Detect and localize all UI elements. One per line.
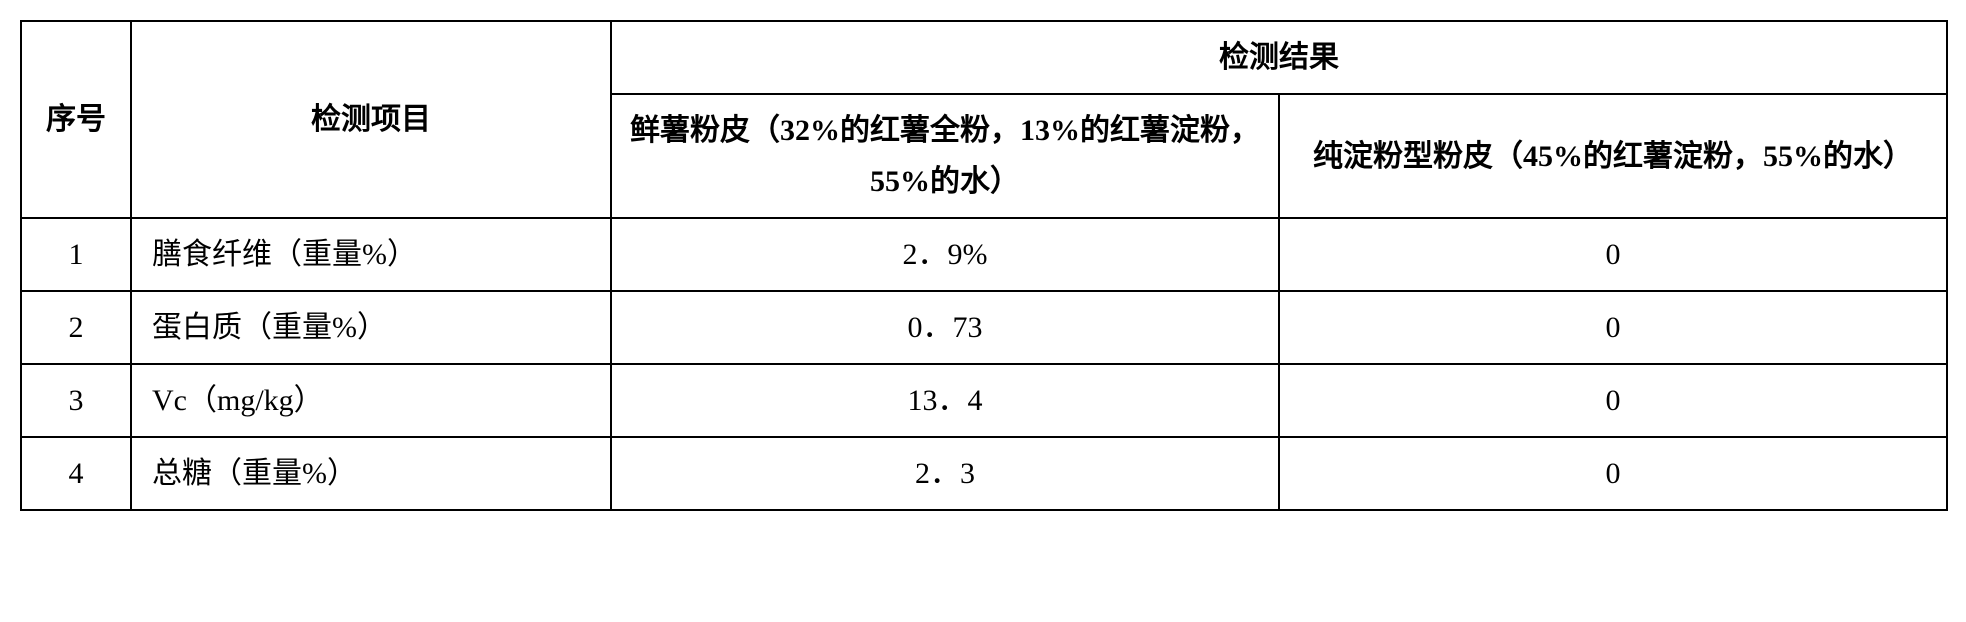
cell-item: 总糖（重量%） <box>131 437 611 510</box>
cell-r1: 13．4 <box>611 364 1279 437</box>
table-row: 3 Vc（mg/kg） 13．4 0 <box>21 364 1947 437</box>
cell-seq: 3 <box>21 364 131 437</box>
cell-seq: 2 <box>21 291 131 364</box>
table-row: 2 蛋白质（重量%） 0．73 0 <box>21 291 1947 364</box>
cell-r1: 2．3 <box>611 437 1279 510</box>
table-row: 4 总糖（重量%） 2．3 0 <box>21 437 1947 510</box>
cell-r2: 0 <box>1279 291 1947 364</box>
table-row: 1 膳食纤维（重量%） 2．9% 0 <box>21 218 1947 291</box>
cell-r1: 2．9% <box>611 218 1279 291</box>
header-seq: 序号 <box>21 21 131 218</box>
cell-seq: 1 <box>21 218 131 291</box>
header-result-group: 检测结果 <box>611 21 1947 94</box>
cell-item: 蛋白质（重量%） <box>131 291 611 364</box>
cell-r1: 0．73 <box>611 291 1279 364</box>
cell-r2: 0 <box>1279 437 1947 510</box>
header-item: 检测项目 <box>131 21 611 218</box>
cell-item: 膳食纤维（重量%） <box>131 218 611 291</box>
results-table: 序号 检测项目 检测结果 鲜薯粉皮（32%的红薯全粉，13%的红薯淀粉，55%的… <box>20 20 1948 511</box>
cell-r2: 0 <box>1279 218 1947 291</box>
cell-r2: 0 <box>1279 364 1947 437</box>
table-header-row-1: 序号 检测项目 检测结果 <box>21 21 1947 94</box>
cell-seq: 4 <box>21 437 131 510</box>
header-result-2: 纯淀粉型粉皮（45%的红薯淀粉，55%的水） <box>1279 94 1947 218</box>
cell-item: Vc（mg/kg） <box>131 364 611 437</box>
header-result-1: 鲜薯粉皮（32%的红薯全粉，13%的红薯淀粉，55%的水） <box>611 94 1279 218</box>
